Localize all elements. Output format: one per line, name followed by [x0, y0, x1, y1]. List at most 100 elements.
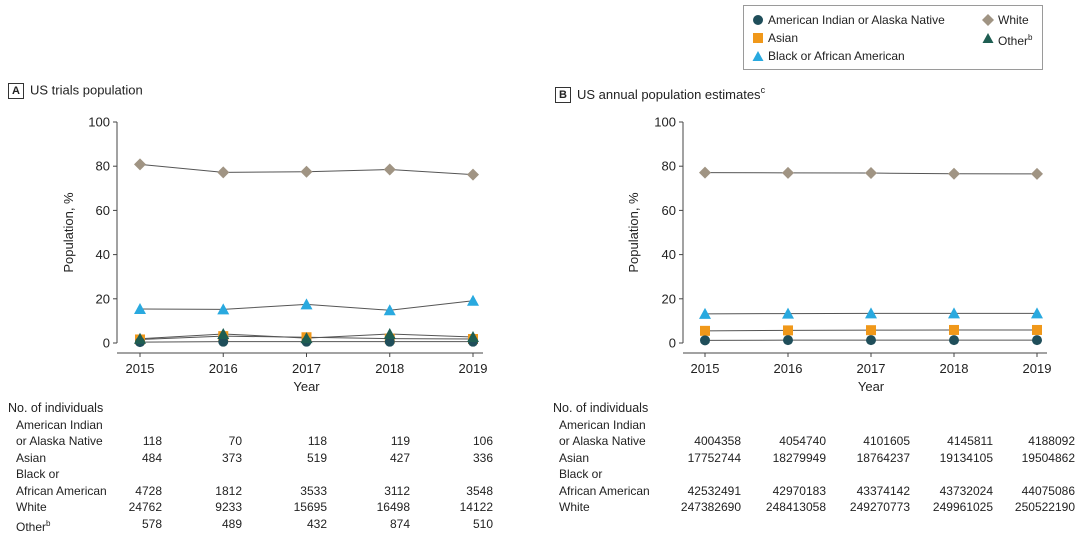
table-cell: 118 — [307, 434, 327, 448]
data-point-white — [134, 158, 146, 171]
y-axis-label: Population, % — [61, 192, 76, 273]
table-cell: 43732024 — [939, 483, 993, 498]
row-label-superscript: b — [46, 518, 51, 528]
table-cell: 16498 — [376, 500, 410, 514]
legend-label: American Indian or Alaska Native — [768, 13, 945, 27]
table-cell: 249961025 — [932, 500, 993, 514]
table-cell: 373 — [221, 450, 242, 465]
y-tick-label: 60 — [662, 203, 676, 218]
table-row-label: White — [559, 500, 590, 514]
table-row-label: Black or — [559, 467, 603, 481]
charts-canvas: 0 20 40 60 80 100 2015 2016 2017 2018 2019 Year Popu… — [61, 115, 1052, 395]
data-point-white — [300, 165, 313, 178]
x-tick-label: 2016 — [774, 361, 803, 376]
data-point-asian — [700, 325, 710, 336]
table-cell: 489 — [221, 516, 242, 531]
data-point-black-or-african-american — [782, 307, 794, 319]
panel-a-title: A US trials population — [8, 82, 143, 99]
data-point-asian — [1032, 324, 1042, 335]
table-cell: 4188092 — [1028, 434, 1075, 448]
data-point-white — [699, 166, 711, 179]
data-point-white — [948, 167, 960, 180]
table-cell: 19134105 — [939, 450, 993, 465]
table-cell: 336 — [472, 450, 493, 465]
table-cell: 874 — [389, 516, 410, 531]
y-tick-label: 100 — [654, 115, 676, 130]
table-cell: 249270773 — [849, 500, 910, 514]
x-tick-label: 2017 — [857, 361, 886, 376]
legend-label: White — [998, 13, 1029, 27]
diamond-marker-icon — [982, 14, 994, 26]
table-row-label: African American — [16, 483, 107, 498]
triangle-marker-icon — [752, 51, 764, 61]
table-cell: 248413058 — [765, 500, 826, 514]
table-cell: 18279949 — [772, 450, 826, 465]
x-tick-label: 2016 — [209, 361, 238, 376]
y-tick-label: 60 — [96, 203, 110, 218]
data-point-american-indian-or-alaska-native — [866, 335, 876, 346]
data-point-asian — [949, 324, 959, 335]
x-tick-label: 2015 — [691, 361, 720, 376]
y-tick-label: 40 — [96, 247, 110, 262]
table-row-label: or Alaska Native — [16, 434, 103, 448]
table-row-label: African American — [559, 483, 650, 498]
data-point-american-indian-or-alaska-native — [783, 335, 793, 346]
table-cell: 578 — [141, 516, 162, 531]
square-marker-icon — [753, 33, 763, 43]
x-tick-label: 2019 — [459, 361, 488, 376]
y-axis-label: Population, % — [626, 192, 641, 273]
data-point-white — [217, 166, 230, 179]
table-cell: 427 — [389, 450, 410, 465]
y-tick-label: 0 — [103, 336, 110, 351]
table-cell: 106 — [472, 434, 493, 448]
table-heading: No. of individuals — [8, 401, 104, 415]
x-tick-label: 2019 — [1023, 361, 1052, 376]
data-point-american-indian-or-alaska-native — [1032, 335, 1042, 346]
table-row-label: American Indian — [559, 417, 646, 432]
panel-b-title: B US annual population estimatesc — [555, 82, 765, 103]
legend-label: Other — [998, 34, 1029, 48]
table-row-label: or Alaska Native — [559, 434, 646, 448]
table-cell: 3548 — [466, 483, 493, 498]
table-row-label: Asian — [16, 450, 47, 465]
table-cell: 44075086 — [1021, 483, 1075, 498]
data-point-other — [383, 327, 396, 339]
table-cell: 4145811 — [947, 434, 993, 448]
triangle-marker-icon — [982, 33, 994, 43]
panel-letter: A — [8, 82, 24, 99]
panel-title-superscript: c — [760, 85, 766, 95]
data-point-white — [467, 168, 479, 181]
table-cell: 3112 — [384, 483, 410, 498]
x-tick-label: 2015 — [126, 361, 155, 376]
y-tick-label: 40 — [662, 247, 676, 262]
data-point-american-indian-or-alaska-native — [949, 335, 959, 346]
table-cell: 24762 — [128, 500, 162, 514]
table-cell: 14122 — [459, 500, 493, 514]
data-point-black-or-african-american — [134, 302, 146, 314]
table-cell: 484 — [141, 450, 162, 465]
table-cell: 3533 — [300, 483, 327, 498]
table-cell: 118 — [142, 434, 162, 448]
table-cell: 9233 — [215, 500, 242, 514]
legend-superscript: b — [1028, 33, 1033, 42]
y-tick-label: 20 — [662, 291, 676, 306]
data-point-black-or-african-american — [865, 307, 877, 319]
data-point-other — [217, 327, 230, 339]
data-point-white — [383, 163, 396, 176]
x-tick-label: 2017 — [292, 361, 321, 376]
legend-label: Black or African American — [768, 49, 905, 63]
x-axis-label: Year — [293, 379, 320, 394]
table-cell: 70 — [228, 434, 242, 448]
table-row-label: American Indian — [16, 417, 103, 432]
data-point-asian — [866, 325, 876, 336]
data-point-asian — [783, 325, 793, 336]
table-row-label: White — [16, 500, 47, 514]
y-tick-label: 20 — [96, 291, 110, 306]
panel-letter: B — [555, 86, 571, 103]
data-point-other — [467, 331, 479, 343]
table-cell: 247382690 — [680, 500, 741, 514]
data-point-black-or-african-american — [699, 307, 711, 319]
table-cell: 4004358 — [694, 434, 741, 448]
data-point-other — [134, 332, 146, 344]
data-point-american-indian-or-alaska-native — [384, 336, 395, 347]
